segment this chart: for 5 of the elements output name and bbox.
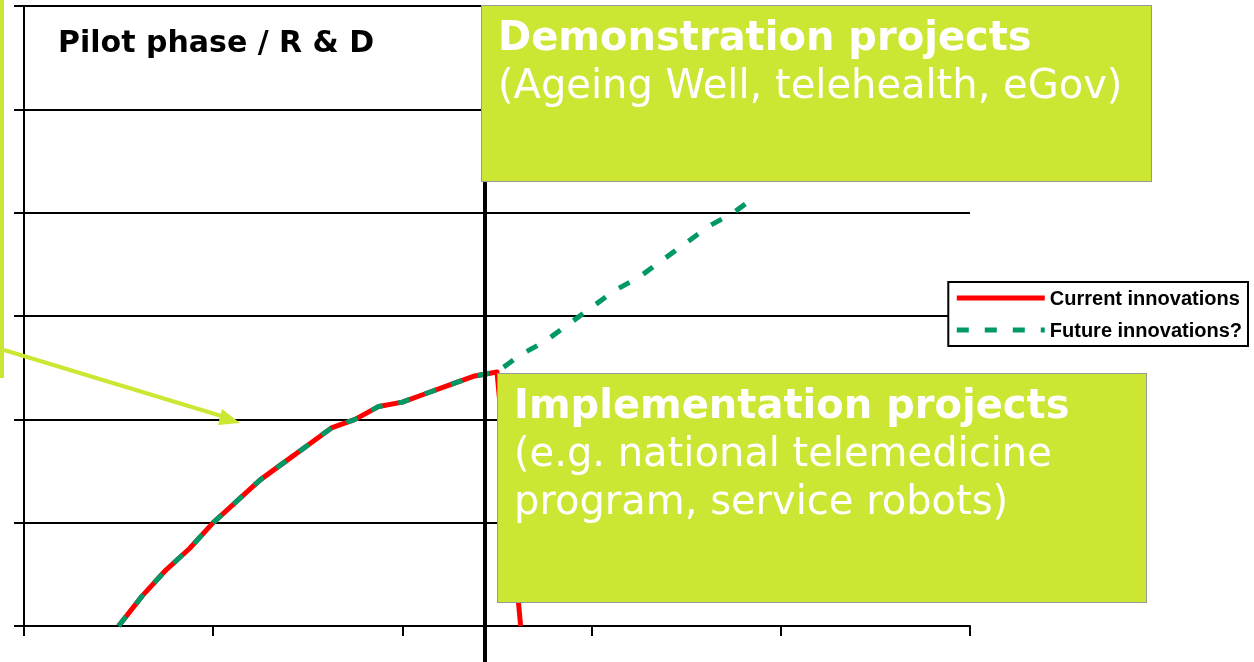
text: Pilot phase / R & D — [58, 24, 375, 59]
annotation: Implementation projects (e.g. national telemedicine program, service robots) — [497, 373, 1147, 603]
legend-label: Current innovations — [1049, 287, 1240, 309]
text: Demonstration projects (Ageing Well, telehealth, eGov) — [481, 5, 1152, 182]
legend-label: Future innovations? — [1049, 319, 1242, 341]
